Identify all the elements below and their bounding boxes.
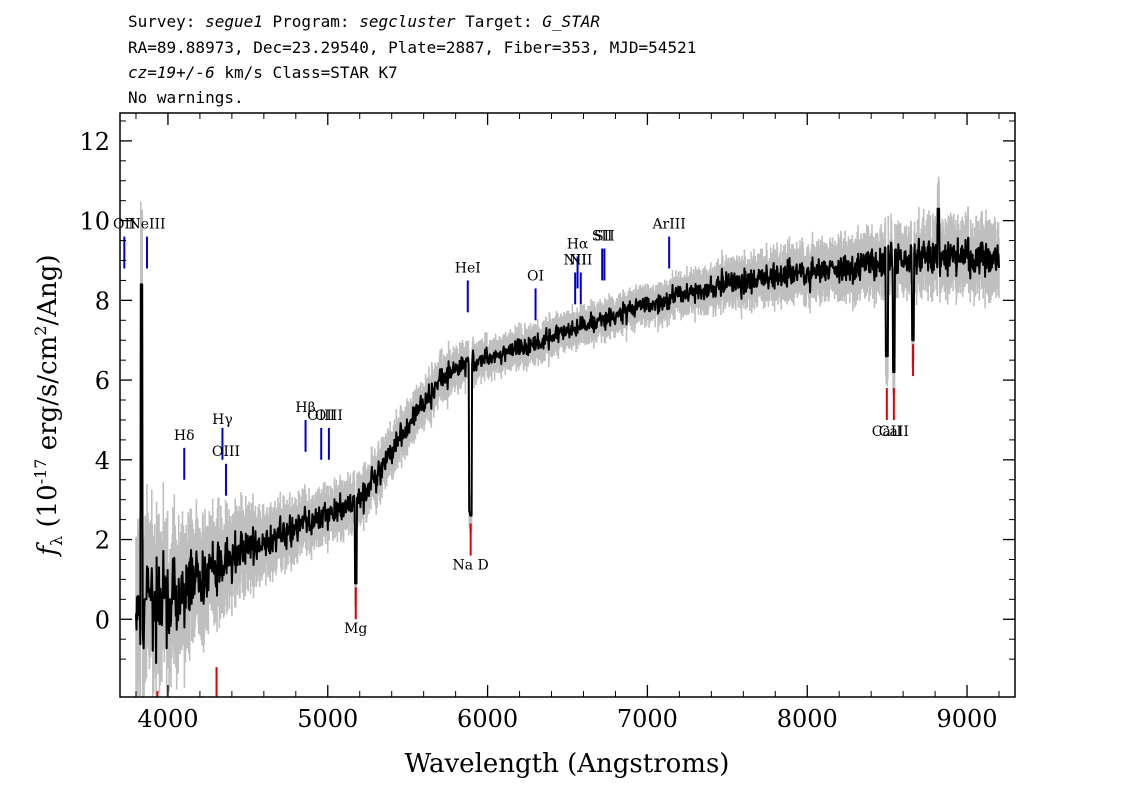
flux-layer xyxy=(135,207,1000,665)
survey-value: segue1 xyxy=(205,12,263,31)
redshift-value: cz=19+/-6 xyxy=(128,63,215,82)
emission-line-label: HeI xyxy=(455,260,481,276)
absorption-line-label: Mg xyxy=(344,621,367,637)
absorption-line-label: Na D xyxy=(453,557,489,573)
emission-line-label: Hδ xyxy=(174,428,195,444)
header-line-warnings: No warnings. xyxy=(128,88,244,107)
emission-line-label: NII xyxy=(564,252,587,268)
header-line-coordinates: RA=89.88973, Dec=23.29540, Plate=2887, F… xyxy=(128,38,697,57)
emission-line-label: OIII xyxy=(315,408,343,424)
x-tick-label: 7000 xyxy=(617,705,678,733)
emission-line-label: OIII xyxy=(212,444,240,460)
header-line-redshift: cz=19+/-6 km/s Class=STAR K7 xyxy=(128,63,398,83)
emission-line-label: SII xyxy=(594,229,615,245)
emission-line-label: OIII xyxy=(307,408,335,424)
absorption-line-label: CaII xyxy=(879,424,909,440)
program-value: segcluster xyxy=(359,12,456,31)
emission-line-label: Hβ xyxy=(295,400,315,416)
y-tick-label: 12 xyxy=(79,128,110,156)
class-text: km/s Class=STAR K7 xyxy=(214,63,398,82)
plot-frame xyxy=(119,112,1016,698)
y-axis-label: fλ (10-17 erg/s/cm2/Ang) xyxy=(31,254,66,557)
emission-line-label: SII xyxy=(592,229,613,245)
x-axis-label: Wavelength (Angstroms) xyxy=(405,749,730,779)
y-tick-label: 0 xyxy=(95,606,110,634)
y-tick-label: 10 xyxy=(79,208,110,236)
target-value: G_STAR xyxy=(542,12,601,31)
x-tick-label: 6000 xyxy=(457,705,518,733)
emission-line-label: Hγ xyxy=(212,412,233,428)
program-key: Program: xyxy=(262,12,360,31)
emission-line-label: OI xyxy=(527,268,544,284)
emission-line-label: ArIII xyxy=(651,217,685,233)
survey-key: Survey: xyxy=(128,12,206,31)
x-tick-label: 4000 xyxy=(137,705,198,733)
target-key: Target: xyxy=(455,12,543,31)
x-tick-label: 8000 xyxy=(777,705,838,733)
absorption-line-label: CaII xyxy=(872,424,902,440)
flux-line xyxy=(135,207,1000,665)
emission-line-label: NII xyxy=(569,252,592,268)
header-line-survey: Survey: segue1 Program: segcluster Targe… xyxy=(128,12,600,32)
emission-line-label: Hα xyxy=(567,237,589,253)
x-tick-label: 5000 xyxy=(297,705,358,733)
y-tick-label: 4 xyxy=(95,447,110,475)
x-tick-label: 9000 xyxy=(937,705,998,733)
y-tick-label: 6 xyxy=(95,367,110,395)
y-tick-label: 2 xyxy=(95,527,110,555)
y-tick-label: 8 xyxy=(95,287,110,315)
axes: 4000 5000 6000 7000 8000 9000 0 2 4 6 8 10 12 xyxy=(79,113,1015,733)
emission-line-label: NeIII xyxy=(128,217,165,233)
